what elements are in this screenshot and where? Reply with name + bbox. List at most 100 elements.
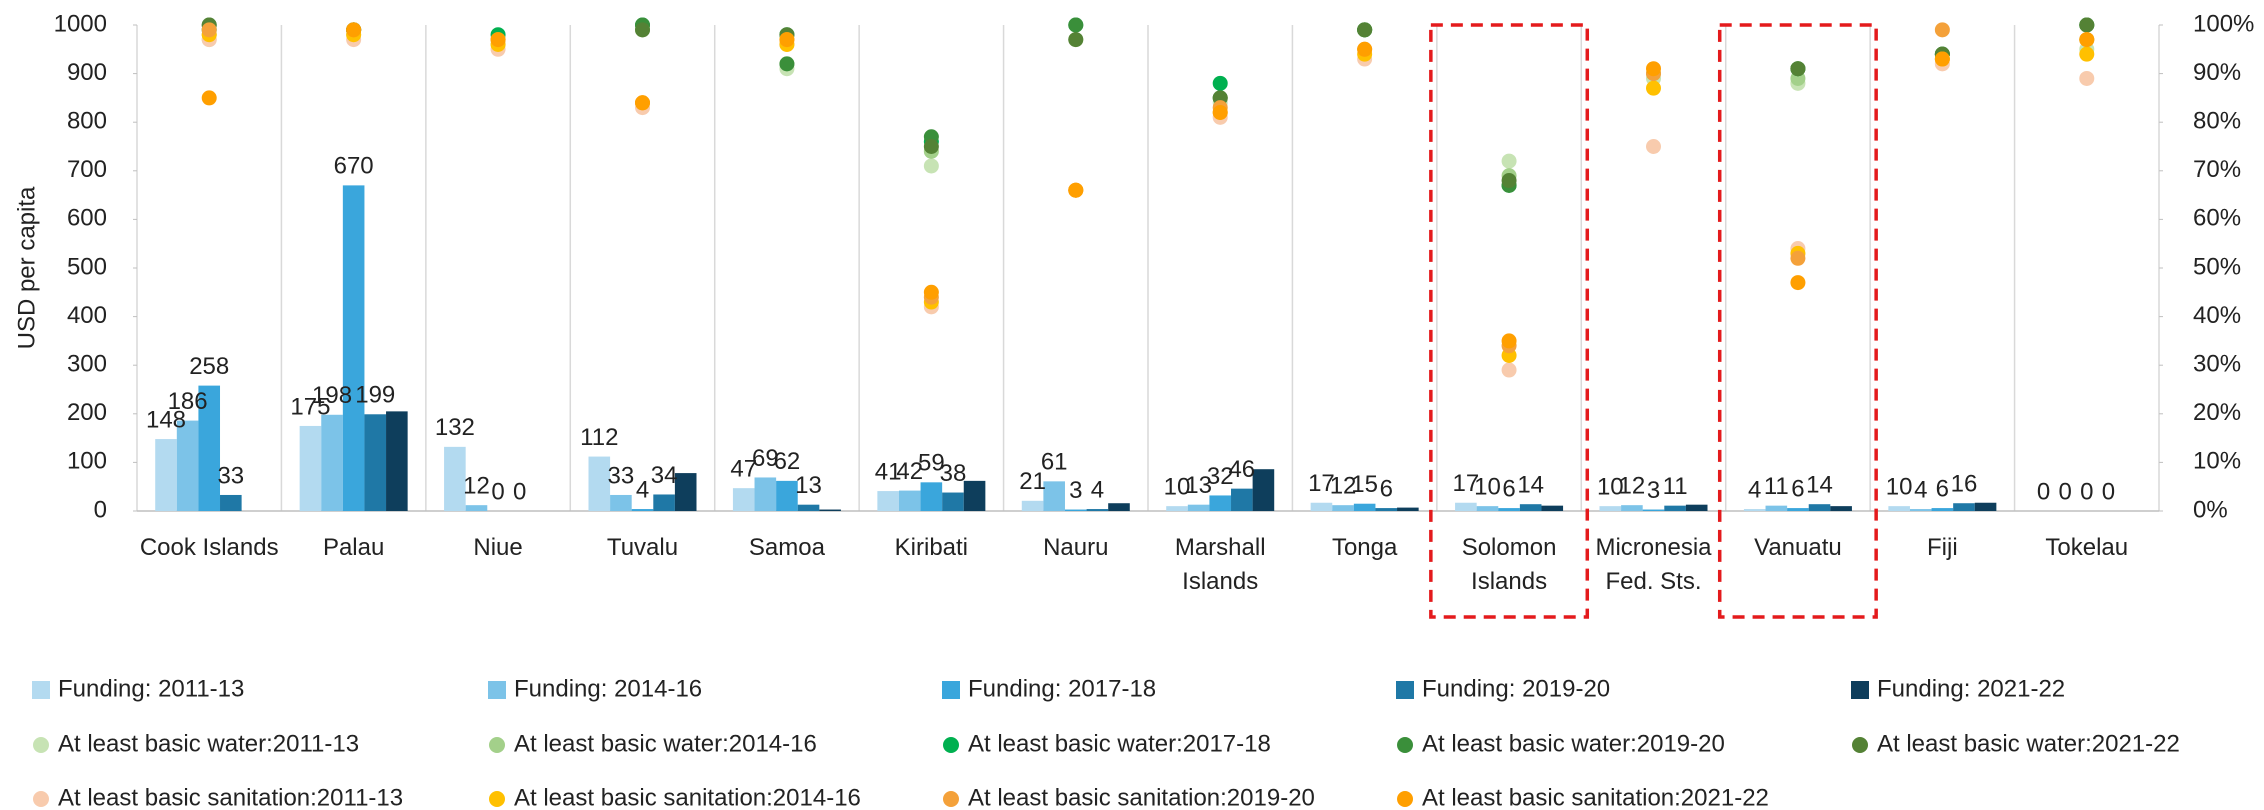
value-label: 6 [1502, 475, 1515, 502]
value-label: 62 [774, 448, 801, 475]
scatter-point [2079, 70, 2095, 86]
bar [1498, 508, 1520, 511]
value-label: 112 [580, 424, 618, 451]
scatter-point [201, 22, 217, 38]
legend-swatch [488, 681, 506, 699]
bar [1043, 481, 1065, 511]
value-label: 33 [217, 462, 244, 489]
legend-swatch [942, 681, 960, 699]
legend-swatch [33, 737, 49, 753]
x-tick-label: Solomon Islands [1461, 534, 1557, 595]
bar [1599, 506, 1622, 511]
bar [898, 490, 921, 511]
bar [1353, 503, 1376, 511]
y2-tick-label: 20% [2193, 399, 2241, 426]
scatter-point [923, 284, 939, 300]
bar [386, 411, 408, 511]
value-label: 46 [1228, 456, 1255, 483]
bar [1664, 505, 1686, 511]
bar [1064, 509, 1087, 511]
value-label: 10 [1597, 473, 1624, 500]
bar [444, 446, 466, 511]
value-label: 6 [1380, 475, 1393, 502]
y2-tick-label: 100% [2193, 10, 2254, 37]
bar [1743, 509, 1766, 511]
scatter-point [1068, 32, 1084, 48]
scatter-point [923, 139, 939, 154]
value-label: 12 [463, 473, 490, 500]
legend-swatch [943, 791, 959, 807]
scatter-point [1646, 61, 1661, 77]
scatter-point [2079, 46, 2095, 62]
legend-label: At least basic water:2017-18 [968, 730, 1271, 757]
y2-tick-label: 30% [2193, 351, 2241, 378]
value-label: 0 [513, 478, 526, 505]
value-label: 3 [1647, 477, 1660, 504]
bar [321, 414, 343, 511]
y2-tick-label: 90% [2193, 59, 2241, 86]
value-label: 0 [2037, 478, 2050, 505]
y2-tick-label: 60% [2193, 205, 2241, 232]
scatter-point [1068, 182, 1084, 198]
scatter-point [1068, 17, 1084, 33]
value-label: 42 [896, 458, 923, 485]
y-tick-label: 300 [67, 351, 107, 378]
value-label: 0 [2102, 478, 2115, 505]
legend-swatch [1396, 681, 1414, 699]
value-label: 670 [334, 153, 374, 180]
value-label: 17 [1453, 470, 1480, 497]
value-label: 6 [1791, 475, 1804, 502]
bar [1953, 503, 1975, 511]
value-label: 33 [608, 462, 635, 489]
y-axis-label: USD per capita [13, 186, 40, 349]
value-label: 11 [1663, 473, 1688, 500]
value-label: 186 [168, 388, 208, 415]
legend-label: Funding: 2011-13 [58, 675, 244, 702]
bar [653, 494, 675, 511]
value-label: 10 [1164, 473, 1191, 500]
bar [465, 505, 488, 511]
bar [942, 492, 964, 511]
value-label: 21 [1019, 468, 1046, 495]
legend-swatch [489, 791, 505, 807]
value-label: 258 [189, 353, 229, 380]
y2-tick-label: 40% [2193, 302, 2241, 329]
value-label: 0 [491, 478, 504, 505]
bar [1397, 507, 1419, 511]
bar [342, 185, 365, 511]
legend-swatch [1852, 737, 1868, 753]
bar [754, 477, 777, 511]
y2-tick-label: 80% [2193, 108, 2241, 135]
scatter-point [1212, 104, 1228, 120]
x-tick-label: Marshall Islands [1174, 534, 1266, 595]
x-tick-label: Kiribati [894, 534, 969, 561]
value-label: 59 [918, 450, 945, 477]
value-label: 199 [355, 382, 395, 409]
legend-swatch [489, 737, 505, 753]
value-label: 4 [1748, 476, 1761, 503]
scatter-point [1934, 22, 1950, 38]
value-label: 69 [752, 445, 779, 472]
scatter-point [1646, 139, 1661, 154]
value-label: 4 [636, 476, 649, 503]
legend-swatch [33, 791, 49, 807]
highlight-box [1429, 23, 1590, 619]
bar [198, 385, 221, 511]
bar [1455, 502, 1477, 511]
bar [1931, 508, 1954, 511]
bar [1974, 502, 1997, 511]
legend-swatch [943, 737, 959, 753]
scatter-point [635, 22, 650, 38]
value-label: 11 [1764, 473, 1789, 500]
bar [732, 488, 755, 511]
value-label: 17 [1308, 470, 1335, 497]
bar [963, 480, 986, 511]
bar [1765, 505, 1788, 511]
x-tick-label: Niue [473, 534, 523, 561]
value-label: 14 [1806, 472, 1833, 499]
legend-label: At least basic sanitation:2011-13 [58, 784, 403, 810]
bar [674, 473, 697, 511]
y2-tick-label: 70% [2193, 156, 2241, 183]
bar [1187, 504, 1210, 511]
bar [176, 420, 199, 511]
